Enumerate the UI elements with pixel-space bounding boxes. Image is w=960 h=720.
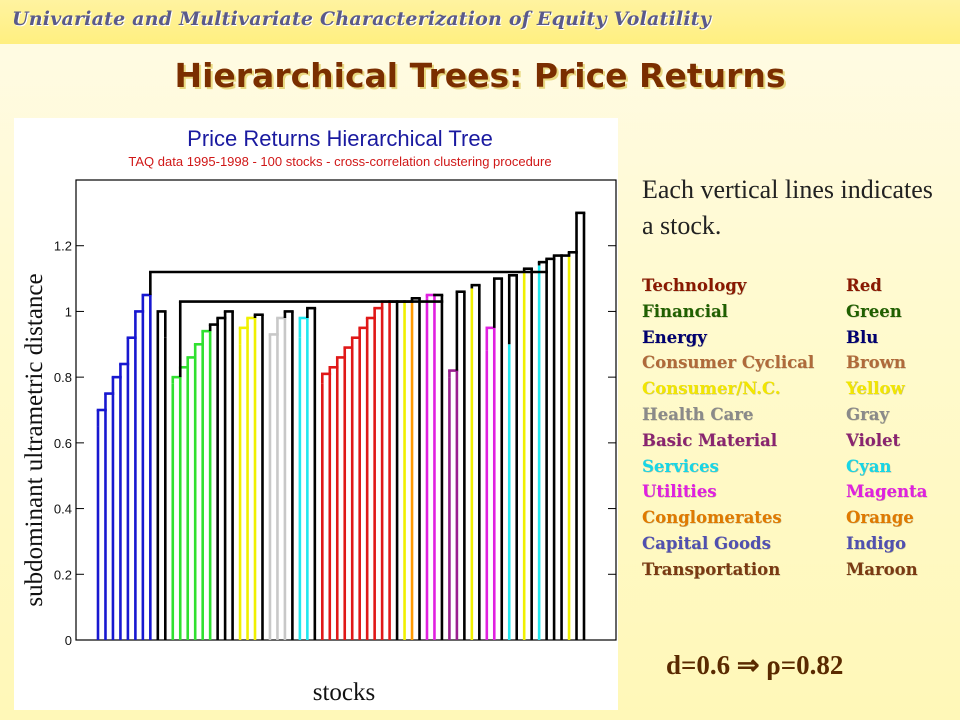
legend-sector-label: Financial	[642, 301, 728, 321]
distance-correlation-formula: d=0.6 ⇒ ρ=0.82	[666, 650, 843, 681]
y-tick-label: 0.2	[54, 567, 72, 582]
legend-sector-label: Basic Material	[642, 430, 777, 450]
legend-sector-label: Transportation	[642, 559, 781, 579]
legend-row: Transportation Maroon	[642, 560, 952, 586]
legend-color-label: Violet	[846, 430, 901, 450]
legend-color-label: Indigo	[846, 533, 907, 553]
chart-subtitle: TAQ data 1995-1998 - 100 stocks - cross-…	[128, 154, 551, 169]
legend-sector-label: Consumer/N.C.	[642, 379, 781, 399]
legend-sector-label: Technology	[642, 276, 747, 295]
legend-sector-label: Services	[642, 456, 719, 476]
dendrogram-svg: Price Returns Hierarchical Tree TAQ data…	[21, 126, 617, 706]
legend-color-label: Cyan	[846, 456, 892, 476]
legend-color-label: Yellow	[846, 379, 905, 399]
legend-color-label: Orange	[846, 508, 914, 528]
y-tick-label: 1	[65, 304, 72, 319]
sector-color-legend: Technology Red Financial Green Energy Blu Cons…	[642, 276, 952, 586]
header-bar: Univariate and Multivariate Characteriza…	[0, 0, 960, 44]
legend-row: Capital Goods Indigo	[642, 534, 952, 560]
legend-row: Energy Blu	[642, 328, 952, 354]
y-axis-label: subdominant ultrametric distance	[21, 273, 48, 606]
dendrogram-chart: Price Returns Hierarchical Tree TAQ data…	[14, 118, 618, 710]
y-ticks: 0 0.2 0.4 0.6 0.8 1 1.2	[54, 239, 616, 648]
dendrogram-merges	[96, 211, 586, 427]
legend-sector-label: Conglomerates	[642, 508, 782, 528]
legend-row: Health Care Gray	[642, 405, 952, 431]
legend-row: Basic Material Violet	[642, 431, 952, 457]
legend-row: Utilities Magenta	[642, 482, 952, 508]
legend-sector-label: Energy	[642, 327, 707, 347]
legend-row: Conglomerates Orange	[642, 508, 952, 534]
chart-title: Price Returns Hierarchical Tree	[187, 126, 493, 151]
legend-row: Consumer/N.C. Yellow	[642, 379, 952, 405]
formula-right: ρ=0.82	[759, 650, 844, 680]
slide-title: Hierarchical Trees: Price Returns	[174, 56, 786, 95]
x-axis-label: stocks	[313, 679, 376, 706]
legend-sector-label: Utilities	[642, 482, 717, 502]
legend-color-label: Maroon	[846, 559, 918, 579]
y-tick-label: 1.2	[54, 239, 72, 254]
legend-color-label: Magenta	[846, 482, 928, 502]
legend-sector-label: Capital Goods	[642, 533, 771, 553]
legend-color-label: Red	[846, 276, 882, 295]
dendrogram-leaves	[96, 212, 586, 640]
y-tick-label: 0.6	[54, 436, 72, 451]
note-text: Each vertical lines indicates a stock.	[642, 175, 933, 240]
legend-color-label: Green	[846, 301, 902, 321]
formula-left: d=0.6	[666, 650, 737, 680]
legend-row: Financial Green	[642, 302, 952, 328]
legend-color-label: Gray	[846, 404, 890, 424]
legend-sector-label: Health Care	[642, 404, 754, 424]
y-tick-label: 0	[65, 633, 72, 648]
y-tick-label: 0.8	[54, 370, 72, 385]
legend-color-label: Blu	[846, 327, 879, 347]
legend-row: Consumer Cyclical Brown	[642, 353, 952, 379]
y-tick-label: 0.4	[54, 502, 72, 517]
legend-sector-label: Consumer Cyclical	[642, 353, 815, 373]
legend-row: Services Cyan	[642, 457, 952, 483]
legend-color-label: Brown	[846, 353, 906, 373]
implies-symbol: ⇒	[736, 650, 760, 680]
legend-row: Technology Red	[642, 276, 952, 302]
header-title: Univariate and Multivariate Characteriza…	[12, 8, 711, 30]
